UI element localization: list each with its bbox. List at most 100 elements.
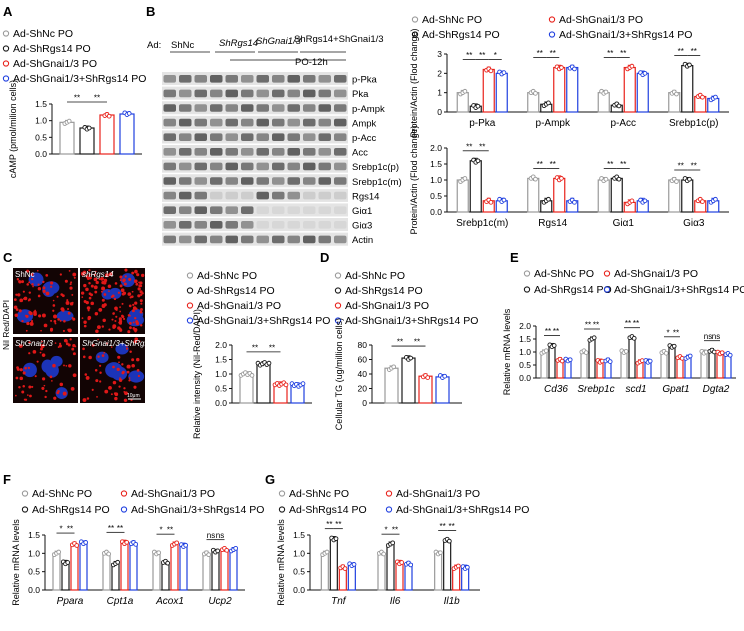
bar: [320, 552, 329, 591]
lipid-droplet: [15, 293, 18, 296]
legend-label: Ad-ShRgs14 PO: [13, 43, 91, 55]
blot-band: [272, 89, 285, 98]
bar: [482, 68, 495, 113]
x-tick-label: Rgs14: [538, 218, 567, 229]
significance-mark: **: [326, 520, 332, 529]
bar: [161, 561, 170, 591]
blot-band: [179, 75, 192, 83]
lipid-droplet: [57, 389, 60, 393]
lipid-droplet: [110, 346, 113, 348]
lipid-droplet: [87, 315, 92, 320]
bar: [119, 113, 135, 155]
blot-band: [272, 75, 285, 83]
y-tick-label: 0.5: [519, 360, 531, 370]
lipid-droplet: [42, 280, 45, 284]
legend-label: Ad-ShGnai1/3+ShRgs14 PO: [396, 504, 529, 516]
microscopy-label: shRgs14: [82, 270, 114, 279]
lipid-droplet: [54, 342, 57, 344]
lipid-droplet: [27, 366, 31, 370]
legend-g: Ad-ShNc PO Ad-ShGnai1/3 PO Ad-ShRgs14 PO Ad…: [278, 488, 529, 516]
lipid-droplet: [114, 392, 119, 397]
x-tick-label: Cd36: [544, 384, 568, 395]
lipid-droplet: [41, 313, 46, 318]
blot-strip: [162, 86, 348, 100]
lipid-droplet: [119, 306, 121, 308]
lipid-droplet: [57, 318, 60, 321]
y-axis-label: Cellular TG (ug/million cells): [334, 318, 344, 430]
lipid-droplet: [108, 385, 112, 390]
blot-band: [241, 235, 254, 244]
legend-marker: [603, 270, 611, 277]
bar: [668, 346, 676, 379]
lipid-droplet: [33, 312, 37, 316]
significance-mark: *: [494, 51, 497, 60]
blot-band: [303, 118, 316, 127]
significance-mark: **: [678, 47, 684, 56]
blot-band: [179, 162, 192, 171]
lipid-droplet: [122, 280, 125, 283]
bar: [660, 351, 668, 379]
data-point: [674, 91, 679, 97]
lipid-droplet: [134, 269, 138, 274]
bar: [580, 351, 588, 379]
lipid-droplet: [100, 290, 103, 293]
bar: [418, 375, 433, 404]
blot-band: [256, 75, 269, 83]
blot-band: [256, 206, 269, 214]
legend-label: Ad-ShNc PO: [32, 488, 92, 500]
significance-mark: **: [479, 51, 485, 60]
significance-mark: **: [607, 160, 613, 169]
data-point: [591, 335, 597, 341]
lipid-droplet: [32, 350, 37, 354]
blot-band: [241, 104, 254, 112]
data-point: [133, 542, 139, 547]
blot-group-2: ShRgs14: [219, 38, 258, 49]
significance-mark: **: [449, 522, 455, 531]
legend-marker: [334, 272, 342, 279]
bar: [610, 177, 623, 213]
data-point: [126, 111, 132, 116]
y-axis-label: Relative mRNA levels: [276, 519, 286, 606]
lipid-droplet: [15, 376, 19, 380]
significance-mark: ns: [207, 531, 215, 540]
lipid-droplet: [119, 328, 123, 332]
y-tick-label: 0: [362, 398, 367, 408]
lipid-droplet: [137, 294, 141, 298]
data-point: [381, 551, 387, 557]
blot-band: [210, 235, 223, 244]
lipid-droplet: [27, 299, 30, 302]
significance-mark: *: [666, 328, 669, 337]
data-point: [106, 113, 112, 119]
lipid-droplet: [26, 269, 30, 273]
data-point: [115, 559, 121, 565]
y-tick-label: 0: [437, 107, 442, 117]
significance-mark: **: [593, 321, 599, 330]
lipid-droplet: [45, 389, 48, 393]
blot-band: [318, 235, 331, 244]
bar: [495, 72, 508, 113]
lipid-droplet: [108, 328, 111, 331]
blot-band: [318, 89, 331, 98]
lipid-droplet: [42, 377, 46, 381]
lipid-droplet: [72, 272, 77, 277]
data-point: [488, 68, 494, 74]
lipid-droplet: [86, 306, 91, 310]
lipid-droplet: [59, 382, 64, 387]
significance-mark: **: [479, 142, 485, 151]
blot-band: [256, 221, 269, 229]
data-point: [462, 88, 468, 94]
blot-band: [194, 191, 207, 200]
lipid-droplet: [70, 387, 75, 391]
significance-mark: *: [59, 525, 62, 534]
blot-band: [210, 118, 223, 127]
blot-band: [225, 162, 238, 171]
lipid-droplet: [18, 309, 22, 313]
lipid-droplet: [58, 344, 62, 348]
lipid-droplet: [63, 364, 65, 367]
lipid-droplet: [67, 343, 71, 347]
blot-band: [334, 118, 347, 127]
y-tick-label: 1.5: [293, 530, 305, 540]
lipid-droplet: [129, 326, 132, 330]
